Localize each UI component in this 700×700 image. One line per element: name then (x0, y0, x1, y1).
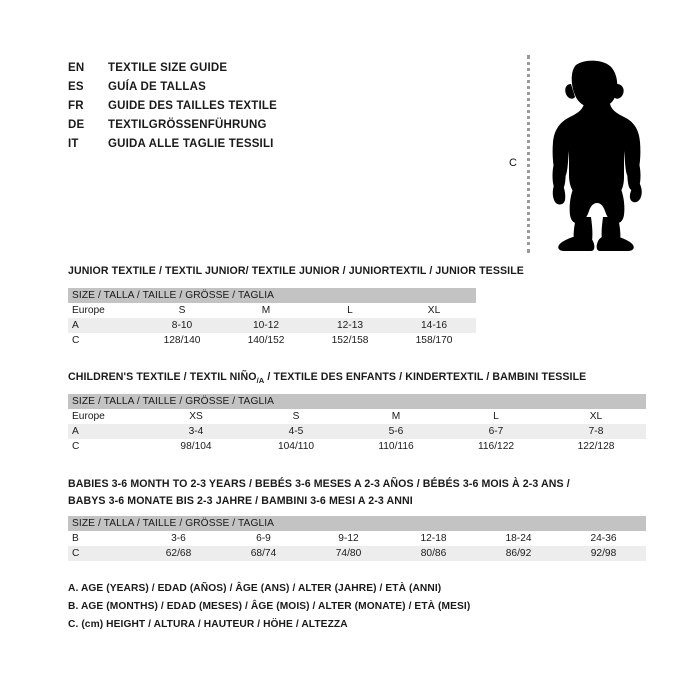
section-title-children: CHILDREN'S TEXTILE / TEXTIL NIÑO/A / TEX… (68, 370, 586, 388)
children-a-m: 5-6 (346, 424, 446, 439)
children-a-xl: 7-8 (546, 424, 647, 439)
babies-c-col4: 80/86 (391, 546, 476, 561)
height-measure-label: C (509, 157, 517, 169)
babies-size-bar-label: SIZE / TALLA / TAILLE / GRÖSSE / TAGLIA (68, 516, 647, 531)
junior-c-m: 140/152 (224, 333, 308, 348)
babies-size-table: SIZE / TALLA / TAILLE / GRÖSSE / TAGLIA … (68, 516, 647, 561)
babies-row-label-b: B (68, 531, 136, 546)
babies-row-c: C 62/68 68/74 74/80 80/86 86/92 92/98 (68, 546, 647, 561)
junior-table-header-bar: SIZE / TALLA / TAILLE / GRÖSSE / TAGLIA (68, 288, 477, 303)
legend-block: A. AGE (YEARS) / EDAD (AÑOS) / ÂGE (ANS)… (68, 580, 588, 634)
junior-row-europe: Europe S M L XL (68, 303, 477, 318)
children-europe-l: L (446, 409, 546, 424)
children-c-m: 110/116 (346, 439, 446, 454)
junior-a-m: 10-12 (224, 318, 308, 333)
legend-line-c: C. (cm) HEIGHT / ALTURA / HAUTEUR / HÖHE… (68, 619, 348, 630)
babies-c-col6: 92/98 (561, 546, 647, 561)
junior-row-label-c: C (68, 333, 140, 348)
children-size-table: SIZE / TALLA / TAILLE / GRÖSSE / TAGLIA … (68, 394, 647, 454)
babies-row-label-c: C (68, 546, 136, 561)
junior-europe-s: S (140, 303, 224, 318)
language-code-en: EN (68, 62, 85, 74)
children-a-l: 6-7 (446, 424, 546, 439)
language-row-it: IT GUIDA ALLE TAGLIE TESSILI (68, 138, 408, 157)
section-title-babies-line1: BABIES 3-6 MONTH TO 2-3 YEARS / BEBÉS 3-… (68, 478, 570, 490)
babies-b-col2: 6-9 (221, 531, 306, 546)
children-size-bar-label: SIZE / TALLA / TAILLE / GRÖSSE / TAGLIA (68, 394, 647, 409)
section-title-junior: JUNIOR TEXTILE / TEXTIL JUNIOR/ TEXTILE … (68, 265, 524, 277)
language-title-fr: GUIDE DES TAILLES TEXTILE (108, 100, 277, 112)
language-code-it: IT (68, 138, 79, 150)
children-row-label-c: C (68, 439, 146, 454)
language-code-de: DE (68, 119, 85, 131)
children-c-xs: 98/104 (146, 439, 246, 454)
children-table-header-bar: SIZE / TALLA / TAILLE / GRÖSSE / TAGLIA (68, 394, 647, 409)
junior-row-label-europe: Europe (68, 303, 140, 318)
language-code-fr: FR (68, 100, 84, 112)
junior-row-label-a: A (68, 318, 140, 333)
language-row-en: EN TEXTILE SIZE GUIDE (68, 62, 408, 81)
babies-c-col3: 74/80 (306, 546, 391, 561)
language-row-de: DE TEXTILGRÖSSENFÜHRUNG (68, 119, 408, 138)
babies-b-col6: 24-36 (561, 531, 647, 546)
junior-europe-l: L (308, 303, 392, 318)
junior-row-c: C 128/140 140/152 152/158 158/170 (68, 333, 477, 348)
children-title-post: / TEXTILE DES ENFANTS / KINDERTEXTIL / B… (264, 371, 587, 383)
section-title-babies-line2: BABYS 3-6 MONATE BIS 2-3 JAHRE / BAMBINI… (68, 495, 413, 507)
language-title-en: TEXTILE SIZE GUIDE (108, 62, 228, 74)
height-dotted-line (527, 55, 530, 253)
language-header-block: EN TEXTILE SIZE GUIDE ES GUÍA DE TALLAS … (68, 62, 408, 157)
toddler-silhouette-icon (552, 60, 642, 251)
babies-c-col5: 86/92 (476, 546, 561, 561)
children-title-pre: CHILDREN'S TEXTILE / TEXTIL NIÑO (68, 371, 257, 383)
babies-table-header-bar: SIZE / TALLA / TAILLE / GRÖSSE / TAGLIA (68, 516, 647, 531)
babies-row-b: B 3-6 6-9 9-12 12-18 18-24 24-36 (68, 531, 647, 546)
junior-c-xl: 158/170 (392, 333, 477, 348)
children-europe-m: M (346, 409, 446, 424)
babies-b-col3: 9-12 (306, 531, 391, 546)
junior-europe-m: M (224, 303, 308, 318)
children-row-label-europe: Europe (68, 409, 146, 424)
junior-a-xl: 14-16 (392, 318, 477, 333)
children-c-s: 104/110 (246, 439, 346, 454)
height-measurement-figure: C (495, 45, 655, 260)
children-c-l: 116/122 (446, 439, 546, 454)
babies-b-col5: 18-24 (476, 531, 561, 546)
language-title-es: GUÍA DE TALLAS (108, 81, 206, 93)
junior-c-l: 152/158 (308, 333, 392, 348)
legend-line-a: A. AGE (YEARS) / EDAD (AÑOS) / ÂGE (ANS)… (68, 583, 442, 594)
children-row-europe: Europe XS S M L XL (68, 409, 647, 424)
children-a-s: 4-5 (246, 424, 346, 439)
babies-c-col1: 62/68 (136, 546, 221, 561)
junior-a-s: 8-10 (140, 318, 224, 333)
children-europe-xs: XS (146, 409, 246, 424)
children-row-label-a: A (68, 424, 146, 439)
language-row-fr: FR GUIDE DES TAILLES TEXTILE (68, 100, 408, 119)
babies-c-col2: 68/74 (221, 546, 306, 561)
junior-size-bar-label: SIZE / TALLA / TAILLE / GRÖSSE / TAGLIA (68, 288, 477, 303)
children-c-xl: 122/128 (546, 439, 647, 454)
babies-b-col1: 3-6 (136, 531, 221, 546)
children-title-subscript: /A (256, 376, 265, 386)
language-row-es: ES GUÍA DE TALLAS (68, 81, 408, 100)
language-title-de: TEXTILGRÖSSENFÜHRUNG (108, 119, 267, 131)
language-code-es: ES (68, 81, 84, 93)
children-a-xs: 3-4 (146, 424, 246, 439)
legend-line-b: B. AGE (MONTHS) / EDAD (MESES) / ÂGE (MO… (68, 601, 471, 612)
junior-europe-xl: XL (392, 303, 477, 318)
language-title-it: GUIDA ALLE TAGLIE TESSILI (108, 138, 274, 150)
junior-a-l: 12-13 (308, 318, 392, 333)
babies-b-col4: 12-18 (391, 531, 476, 546)
junior-row-a: A 8-10 10-12 12-13 14-16 (68, 318, 477, 333)
children-row-a: A 3-4 4-5 5-6 6-7 7-8 (68, 424, 647, 439)
junior-size-table: SIZE / TALLA / TAILLE / GRÖSSE / TAGLIA … (68, 288, 477, 348)
children-row-c: C 98/104 104/110 110/116 116/122 122/128 (68, 439, 647, 454)
children-europe-s: S (246, 409, 346, 424)
children-europe-xl: XL (546, 409, 647, 424)
junior-c-s: 128/140 (140, 333, 224, 348)
